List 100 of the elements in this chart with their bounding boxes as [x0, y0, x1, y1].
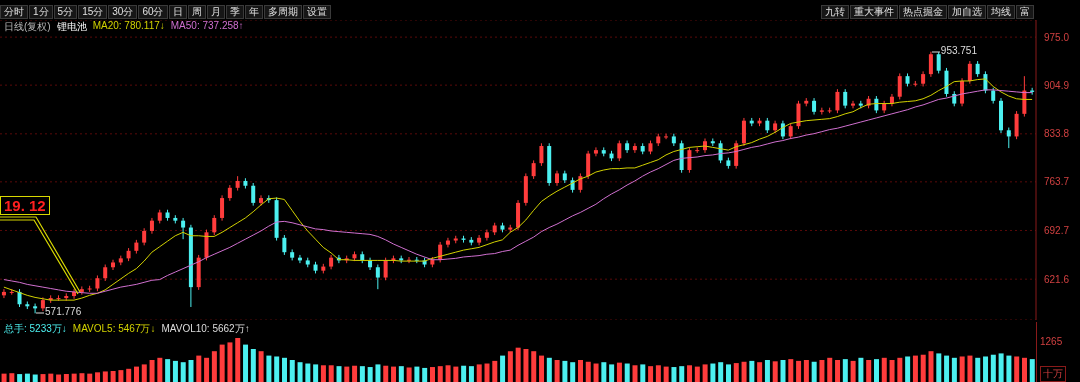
candlestick [695, 146, 700, 154]
bar [297, 362, 303, 382]
bar [95, 372, 101, 382]
bar [383, 365, 389, 382]
annotation: 19. 12 [0, 196, 50, 215]
bar [959, 356, 965, 382]
text: 15分 [78, 5, 108, 19]
candlestick [843, 88, 848, 109]
bar [196, 355, 202, 382]
bar [757, 362, 763, 382]
bar [827, 357, 833, 382]
bar [866, 360, 872, 382]
bar [835, 360, 841, 382]
bar [546, 357, 552, 382]
bar [905, 356, 911, 382]
bar [289, 360, 295, 382]
bar [102, 371, 108, 382]
bar [570, 362, 576, 382]
candlestick [741, 117, 746, 147]
bar [9, 373, 15, 382]
candlestick [259, 194, 263, 207]
text: 均线 [987, 5, 1015, 19]
bar [531, 351, 537, 382]
candlestick [531, 159, 536, 180]
bar [811, 361, 817, 382]
candlestick [851, 100, 855, 109]
text: 30分 [108, 5, 138, 19]
bar [515, 347, 521, 382]
candlestick [967, 60, 972, 85]
annotation: 571.776 [45, 306, 82, 318]
text: 60分 [138, 5, 168, 19]
text: 分时 [0, 5, 28, 19]
bar [944, 355, 950, 382]
bar [1029, 359, 1035, 382]
bar [344, 366, 350, 382]
bar [671, 367, 677, 382]
candlestick [539, 142, 544, 167]
bar [601, 362, 607, 382]
bar [414, 366, 420, 382]
bar [281, 357, 287, 382]
bar [702, 364, 708, 382]
bar [429, 367, 435, 382]
bar [998, 353, 1004, 382]
bar [258, 351, 264, 382]
candlestick [586, 150, 591, 180]
text: 5分 [53, 5, 78, 19]
candlestick [928, 51, 933, 78]
bar [920, 354, 926, 382]
bar [819, 360, 825, 382]
text: 设置 [302, 5, 331, 19]
candlestick [687, 146, 692, 174]
bar [328, 365, 334, 382]
bar [928, 351, 934, 382]
candlestick [445, 237, 450, 248]
bar [718, 362, 724, 382]
bar [266, 355, 272, 382]
bar [632, 365, 638, 382]
bar [492, 360, 498, 382]
candlestick [383, 257, 388, 281]
bar [500, 355, 506, 382]
bar [772, 361, 778, 382]
bar [63, 374, 69, 382]
bar [577, 360, 583, 382]
bar [983, 356, 989, 382]
bar [780, 360, 786, 382]
bar [523, 349, 529, 382]
bar [741, 361, 747, 382]
bar [624, 363, 630, 382]
bar [468, 366, 474, 382]
bar [609, 364, 615, 382]
bar [539, 355, 545, 382]
bar [842, 359, 848, 382]
candlestick [477, 234, 482, 246]
bar [157, 357, 163, 382]
bar [305, 363, 311, 382]
text: 日 [168, 5, 187, 19]
annotation: 953.751 [940, 44, 977, 56]
bar [110, 371, 116, 382]
bar [975, 357, 981, 382]
candlestick [593, 146, 598, 157]
candlestick [282, 234, 287, 256]
bar [118, 370, 124, 382]
bar [764, 360, 770, 382]
bar [484, 363, 490, 382]
candlestick [936, 51, 941, 74]
text: 九转 [821, 5, 849, 19]
bar [788, 359, 794, 382]
bar [648, 366, 654, 382]
text: 总手: 5233万↓ [4, 322, 67, 336]
bar [188, 360, 194, 382]
bar [320, 365, 326, 382]
text: MA50: 737.258↑ [170, 20, 244, 33]
bar [663, 366, 669, 382]
y-tick-label: 904.9 [1044, 79, 1070, 91]
y-tick-label: 833.8 [1044, 128, 1070, 140]
candlestick [484, 229, 489, 242]
bar [398, 366, 404, 382]
candlestick [33, 303, 38, 314]
bar [749, 360, 755, 382]
bar [219, 344, 225, 382]
